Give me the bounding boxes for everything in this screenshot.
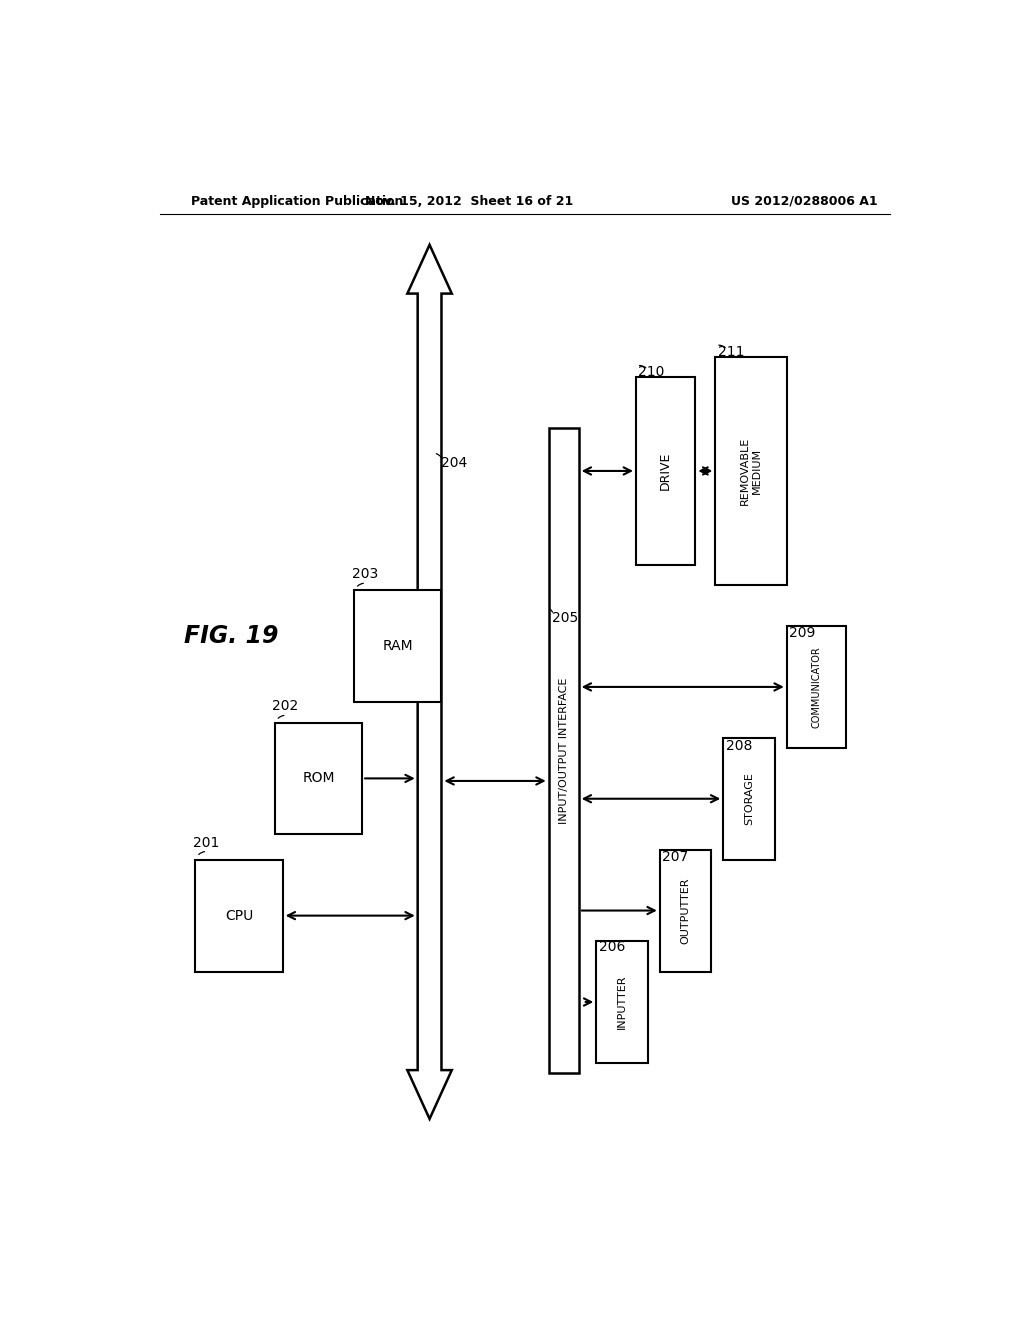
Text: 201: 201: [194, 836, 219, 850]
Text: RAM: RAM: [383, 639, 413, 653]
Bar: [274, 722, 362, 834]
Bar: [549, 428, 579, 1073]
Bar: [354, 590, 441, 702]
Bar: [596, 941, 648, 1063]
Text: INPUTTER: INPUTTER: [617, 974, 627, 1030]
Bar: [786, 626, 846, 748]
Text: DRIVE: DRIVE: [659, 451, 672, 490]
Text: 207: 207: [663, 850, 688, 863]
Text: STORAGE: STORAGE: [744, 772, 754, 825]
Polygon shape: [408, 244, 452, 1119]
Bar: [636, 378, 695, 565]
Text: ROM: ROM: [302, 771, 335, 785]
Text: INPUT/OUTPUT INTERFACE: INPUT/OUTPUT INTERFACE: [559, 677, 568, 824]
Text: CPU: CPU: [225, 908, 253, 923]
Bar: [196, 859, 283, 972]
Text: 202: 202: [272, 700, 299, 713]
Text: 208: 208: [726, 739, 752, 752]
Text: Nov. 15, 2012  Sheet 16 of 21: Nov. 15, 2012 Sheet 16 of 21: [366, 194, 573, 207]
Text: 205: 205: [552, 611, 578, 624]
Text: 203: 203: [352, 568, 378, 581]
Text: 210: 210: [638, 364, 665, 379]
Bar: [715, 356, 786, 585]
Text: FIG. 19: FIG. 19: [183, 624, 279, 648]
Bar: [659, 850, 712, 972]
Text: US 2012/0288006 A1: US 2012/0288006 A1: [731, 194, 878, 207]
Bar: [723, 738, 775, 859]
Text: 211: 211: [718, 345, 744, 359]
Text: COMMUNICATOR: COMMUNICATOR: [811, 645, 821, 727]
Text: 204: 204: [441, 457, 468, 470]
Text: Patent Application Publication: Patent Application Publication: [191, 194, 403, 207]
Text: 209: 209: [790, 626, 815, 640]
Text: 206: 206: [599, 940, 625, 954]
Text: REMOVABLE
MEDIUM: REMOVABLE MEDIUM: [740, 437, 762, 506]
Text: OUTPUTTER: OUTPUTTER: [681, 878, 690, 944]
